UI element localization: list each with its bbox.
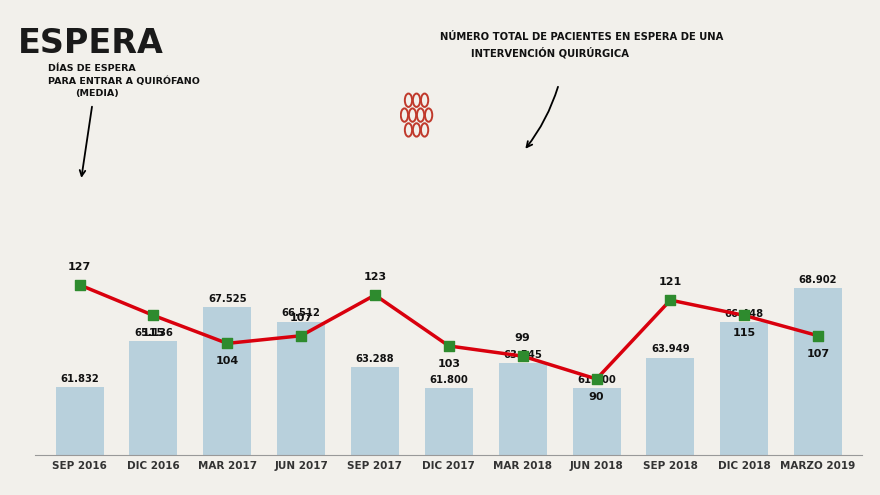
Bar bbox=[720, 322, 768, 455]
Text: 107: 107 bbox=[290, 313, 312, 323]
Bar bbox=[647, 358, 694, 455]
Point bbox=[516, 352, 530, 360]
Text: 66.512: 66.512 bbox=[282, 308, 320, 318]
Point bbox=[442, 342, 456, 350]
Text: 63.949: 63.949 bbox=[651, 345, 690, 354]
Point bbox=[737, 311, 752, 319]
Text: 123: 123 bbox=[363, 272, 386, 282]
Text: PARA ENTRAR A QUIRÓFANO: PARA ENTRAR A QUIRÓFANO bbox=[48, 77, 201, 86]
Text: 90: 90 bbox=[589, 392, 605, 402]
Text: ESPERA: ESPERA bbox=[18, 27, 164, 60]
Text: 104: 104 bbox=[216, 356, 238, 366]
Text: 115: 115 bbox=[733, 328, 756, 338]
Point bbox=[664, 296, 678, 304]
Text: 61.800: 61.800 bbox=[577, 375, 616, 385]
Point bbox=[72, 281, 86, 289]
Text: 127: 127 bbox=[68, 262, 92, 272]
Bar bbox=[351, 367, 399, 455]
Point bbox=[146, 311, 160, 319]
Text: 65.136: 65.136 bbox=[134, 328, 172, 338]
Point bbox=[220, 340, 234, 347]
Text: 68.902: 68.902 bbox=[799, 275, 838, 285]
Bar bbox=[425, 388, 473, 455]
Text: INTERVENCIÓN QUIRÚRGICA: INTERVENCIÓN QUIRÚRGICA bbox=[471, 47, 629, 58]
Bar bbox=[573, 388, 620, 455]
Text: 107: 107 bbox=[807, 348, 830, 358]
Text: 115: 115 bbox=[142, 328, 165, 338]
Text: (MEDIA): (MEDIA) bbox=[75, 89, 119, 98]
Bar bbox=[794, 288, 842, 455]
Text: 63.545: 63.545 bbox=[503, 350, 542, 360]
Text: 63.288: 63.288 bbox=[356, 354, 394, 364]
Text: 103: 103 bbox=[437, 359, 460, 369]
Point bbox=[368, 291, 382, 299]
Bar bbox=[129, 341, 178, 455]
Text: 67.525: 67.525 bbox=[208, 294, 246, 304]
Bar bbox=[203, 307, 251, 455]
Bar bbox=[499, 363, 546, 455]
Text: 61.800: 61.800 bbox=[429, 375, 468, 385]
Text: 121: 121 bbox=[659, 277, 682, 287]
Point bbox=[811, 332, 825, 340]
Point bbox=[590, 375, 604, 383]
Text: DÍAS DE ESPERA: DÍAS DE ESPERA bbox=[48, 64, 136, 73]
Bar bbox=[55, 388, 104, 455]
Text: 61.832: 61.832 bbox=[60, 374, 99, 384]
Text: NÚMERO TOTAL DE PACIENTES EN ESPERA DE UNA: NÚMERO TOTAL DE PACIENTES EN ESPERA DE U… bbox=[440, 32, 723, 42]
Point bbox=[294, 332, 308, 340]
Text: 66.448: 66.448 bbox=[724, 309, 764, 319]
Text: 99: 99 bbox=[515, 333, 531, 344]
Bar bbox=[277, 322, 325, 455]
